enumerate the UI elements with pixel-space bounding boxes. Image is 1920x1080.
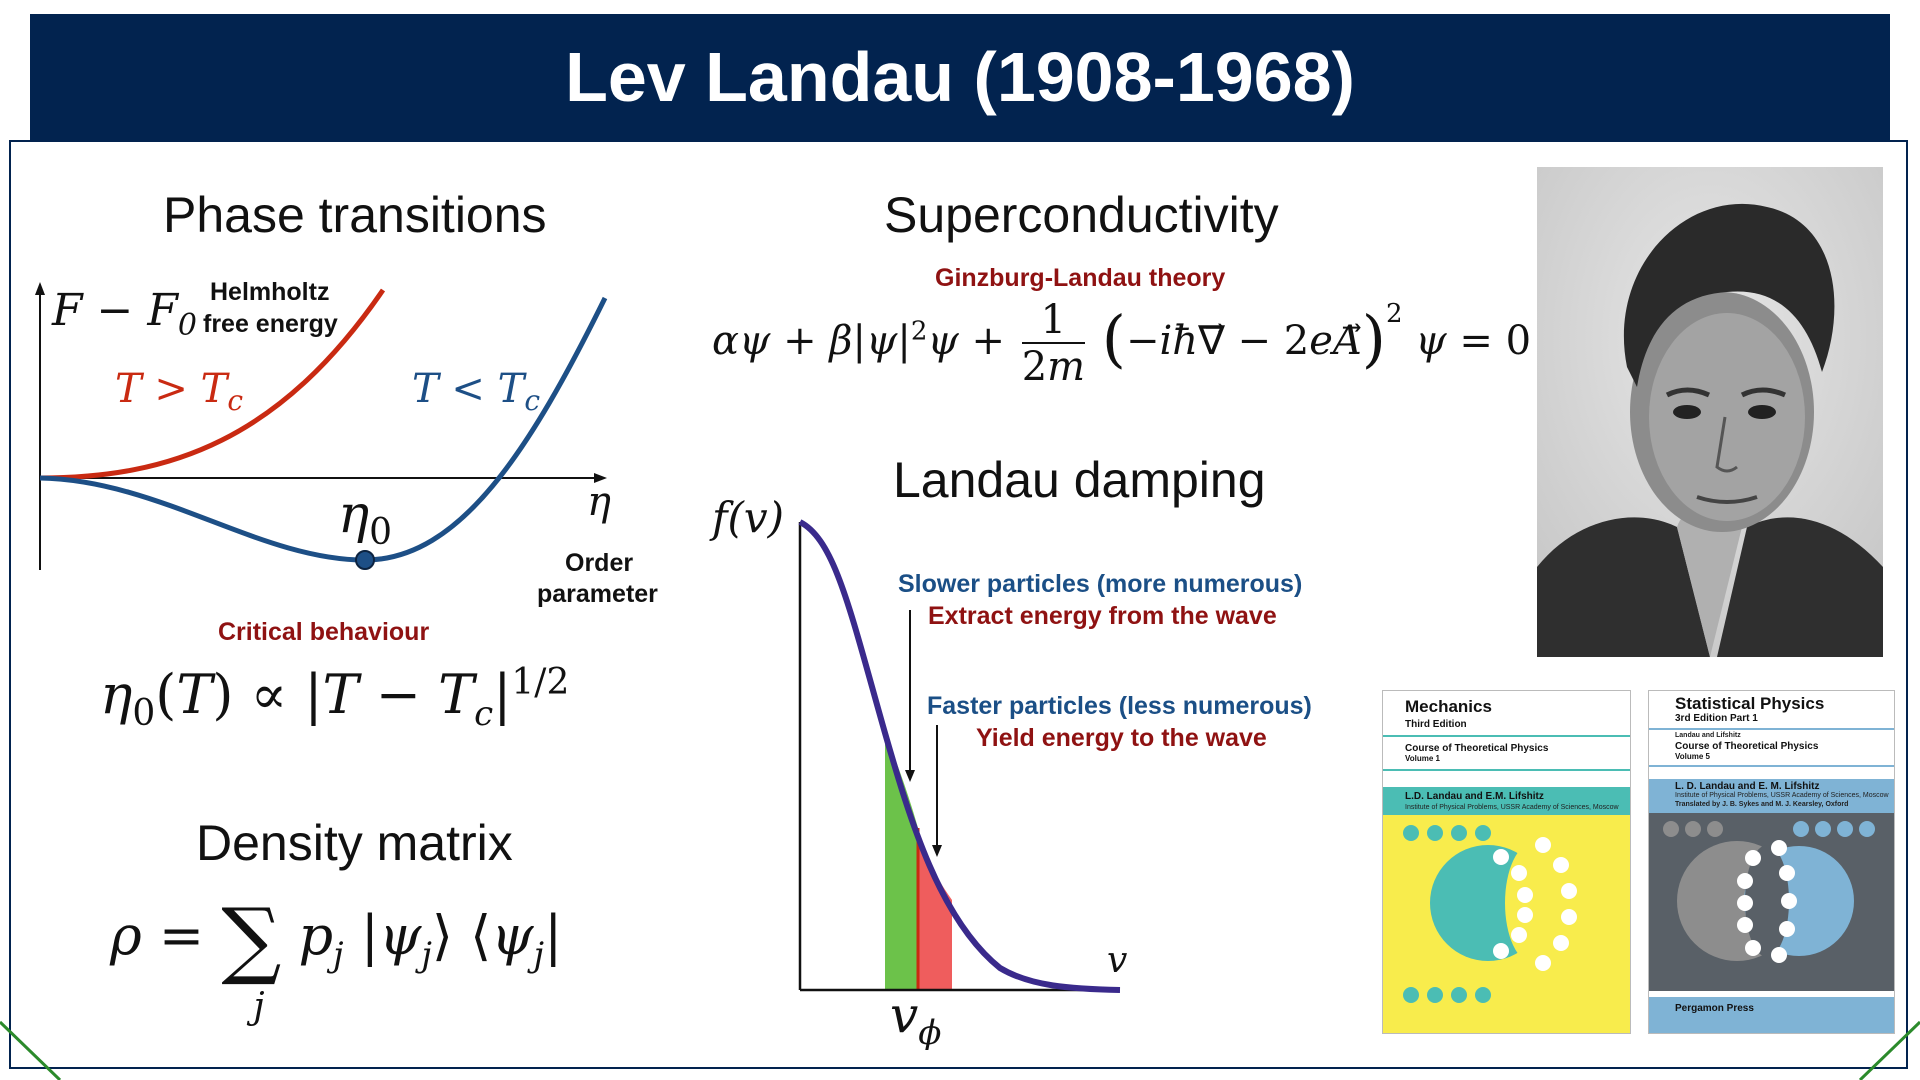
faster-particles-region bbox=[918, 828, 952, 990]
book2-rule-1 bbox=[1649, 728, 1894, 730]
book2-publisher: Pergamon Press bbox=[1675, 1003, 1754, 1014]
eta-axis-label: η bbox=[587, 479, 611, 525]
slower-particles-line2: Extract energy from the wave bbox=[928, 602, 1277, 630]
content-frame bbox=[9, 140, 1908, 1069]
landau-damping-plot: f(v) v vϕ bbox=[709, 493, 1127, 1050]
book2-authors: L. D. Landau and E. M. Lifshitz bbox=[1675, 781, 1820, 792]
density-matrix-equation: ρ = ∑ j pj |ψj⟩ ⟨ψj| bbox=[110, 890, 563, 1027]
book2-band bbox=[1649, 779, 1894, 813]
book2-footer-band bbox=[1649, 997, 1894, 1033]
book1-authors: L.D. Landau and E.M. Lifshitz bbox=[1405, 791, 1544, 802]
critical-behaviour-label: Critical behaviour bbox=[218, 618, 430, 646]
x-axis-arrow bbox=[594, 473, 607, 483]
faster-particles-line1: Faster particles (less numerous) bbox=[927, 692, 1312, 720]
book1-volume: Volume 1 bbox=[1405, 754, 1440, 763]
order-line1: Order bbox=[565, 549, 634, 577]
t-above-tc-label: T > Tc bbox=[115, 366, 243, 417]
order-line2: parameter bbox=[537, 580, 658, 608]
corner-decoration-left bbox=[0, 1020, 62, 1080]
book2-byline: Landau and Lifshitz bbox=[1675, 732, 1741, 739]
density-matrix-heading: Density matrix bbox=[196, 815, 513, 871]
f-minus-f0-label: F − F0 bbox=[51, 285, 197, 343]
book1-rule-2 bbox=[1383, 769, 1630, 771]
curve-above-tc bbox=[39, 288, 386, 481]
slide-title: Lev Landau (1908-1968) bbox=[565, 38, 1355, 116]
title-banner: Lev Landau (1908-1968) bbox=[30, 14, 1890, 141]
ginzburg-landau-label: Ginzburg-Landau theory bbox=[935, 264, 1226, 292]
superconductivity-heading: Superconductivity bbox=[884, 187, 1279, 243]
book2-art bbox=[1649, 813, 1894, 991]
slower-particles-region bbox=[885, 733, 918, 990]
book2-edition: 3rd Edition Part 1 bbox=[1675, 713, 1758, 724]
minimum-point bbox=[355, 550, 375, 570]
free-energy-plot: F − F0 T > Tc T < Tc η0 η bbox=[35, 282, 611, 570]
portrait-photo bbox=[1537, 167, 1883, 657]
book1-series: Course of Theoretical Physics bbox=[1405, 743, 1549, 754]
v-label: v bbox=[1107, 940, 1127, 981]
v-phi-label: vϕ bbox=[890, 986, 941, 1050]
phase-transitions-heading: Phase transitions bbox=[163, 187, 547, 243]
book2-institute: Institute of Physical Problems, USSR Aca… bbox=[1675, 792, 1889, 799]
book2-title: Statistical Physics bbox=[1675, 694, 1825, 713]
corner-decoration-right bbox=[1858, 1020, 1920, 1080]
slower-particles-line1: Slower particles (more numerous) bbox=[898, 570, 1303, 598]
helmholtz-line1: Helmholtz bbox=[210, 278, 330, 306]
book1-rule-1 bbox=[1383, 735, 1630, 737]
helmholtz-line2: free energy bbox=[203, 310, 338, 338]
book-cover-statistical-physics: Statistical Physics 3rd Edition Part 1 L… bbox=[1648, 690, 1895, 1034]
faster-particles-line2: Yield energy to the wave bbox=[976, 724, 1267, 752]
ginzburg-landau-equation: αψ + β|ψ|2ψ + 1 2m (−iħ∇⃗ − 2eA⃗)2 ψ = 0 bbox=[712, 297, 1532, 390]
y-axis-arrow bbox=[35, 282, 45, 295]
book2-rule-2 bbox=[1649, 765, 1894, 767]
book1-institute: Institute of Physical Problems, USSR Aca… bbox=[1405, 804, 1619, 811]
t-below-tc-label: T < Tc bbox=[412, 366, 540, 417]
book-cover-mechanics: Mechanics Third Edition Course of Theore… bbox=[1382, 690, 1631, 1034]
faster-arrow-head bbox=[932, 845, 942, 857]
book1-title: Mechanics bbox=[1405, 697, 1492, 716]
book2-translator: Translated by J. B. Sykes and M. J. Kear… bbox=[1675, 801, 1849, 808]
book1-art bbox=[1383, 815, 1630, 1033]
book2-volume: Volume 5 bbox=[1675, 752, 1710, 761]
distribution-curve bbox=[798, 519, 1121, 993]
fv-label: f(v) bbox=[709, 493, 784, 542]
eta0-label: η0 bbox=[338, 485, 392, 553]
slower-arrow-head bbox=[905, 770, 915, 782]
book2-series: Course of Theoretical Physics bbox=[1675, 741, 1819, 752]
book1-band bbox=[1383, 787, 1630, 815]
critical-exponent-equation: η0(T) ∝ |T − Tc|1/2 bbox=[100, 662, 570, 734]
book1-edition: Third Edition bbox=[1405, 719, 1467, 730]
landau-damping-heading: Landau damping bbox=[893, 452, 1266, 508]
